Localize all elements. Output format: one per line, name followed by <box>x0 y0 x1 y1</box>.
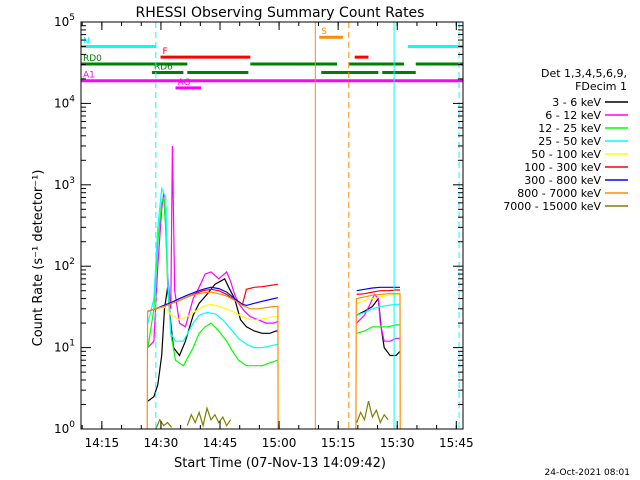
series-8-line-0 <box>155 418 173 430</box>
y-tick-label-3: 103 <box>54 176 75 192</box>
state-bar-label-4: A1 <box>83 71 95 81</box>
series-7-line-1 <box>355 293 401 430</box>
state-bar-label-0: N <box>83 37 90 47</box>
plot-frame <box>80 21 464 430</box>
y-tick-label-5: 105 <box>54 13 75 29</box>
x-tick-label-5: 15:30 <box>380 436 415 450</box>
y-tick-label-2: 102 <box>54 257 75 273</box>
y-tick-label-0: 100 <box>54 420 75 436</box>
series-7-line-0 <box>146 291 279 430</box>
legend-header-0: Det 1,3,4,5,6,9, <box>541 67 627 80</box>
legend-label-7: 800 - 7000 keV <box>517 187 601 200</box>
x-tick-label-3: 15:00 <box>262 436 297 450</box>
legend-label-5: 100 - 300 keV <box>524 161 601 174</box>
legend-label-3: 25 - 50 keV <box>538 135 601 148</box>
x-tick-label-2: 14:45 <box>203 436 238 450</box>
legend-label-2: 12 - 25 keV <box>538 122 601 135</box>
series-8-line-2 <box>356 400 389 425</box>
x-tick-label-0: 14:15 <box>85 436 120 450</box>
legend-label-4: 50 - 100 keV <box>531 148 601 161</box>
series-0-line-0 <box>147 277 278 402</box>
x-tick-label-4: 15:15 <box>321 436 356 450</box>
series-8-line-1 <box>186 406 232 428</box>
series-5-line-1 <box>356 289 400 295</box>
series-2-line-1 <box>356 324 400 334</box>
series-2-line-0 <box>147 197 279 367</box>
state-bar-label-5: AG <box>178 78 191 88</box>
legend-label-1: 6 - 12 keV <box>545 109 601 122</box>
legend-label-8: 7000 - 15000 keV <box>503 200 601 213</box>
chart-title: RHESSI Observing Summary Count Rates <box>136 5 425 21</box>
series-3-line-1 <box>356 303 400 316</box>
series-6-line-0 <box>147 286 279 312</box>
state-bar-label-1: F <box>163 47 168 57</box>
series-1-line-1 <box>356 293 400 342</box>
state-bar-label-3: RD6 <box>154 62 173 72</box>
series-4-line-1 <box>356 293 400 304</box>
legend-label-0: 3 - 6 keV <box>552 96 601 109</box>
y-tick-label-4: 104 <box>54 94 75 110</box>
x-tick-label-6: 15:45 <box>439 436 474 450</box>
state-bar-label-2: RD0 <box>83 54 102 64</box>
x-axis-label: Start Time (07-Nov-13 14:09:42) <box>174 456 386 471</box>
footer-timestamp: 24-Oct-2021 08:01 <box>545 468 630 478</box>
legend-header-1: FDecim 1 <box>575 80 627 93</box>
series-3-line-0 <box>147 186 279 349</box>
state-bar-label-6: S <box>321 27 327 37</box>
series-4-line-0 <box>147 303 278 321</box>
series-6-line-1 <box>356 286 400 292</box>
y-axis-label: Count Rate (s⁻¹ detector⁻¹) <box>31 170 46 347</box>
legend-label-6: 300 - 800 keV <box>524 174 601 187</box>
y-tick-label-1: 101 <box>54 339 75 355</box>
x-tick-label-1: 14:30 <box>144 436 179 450</box>
